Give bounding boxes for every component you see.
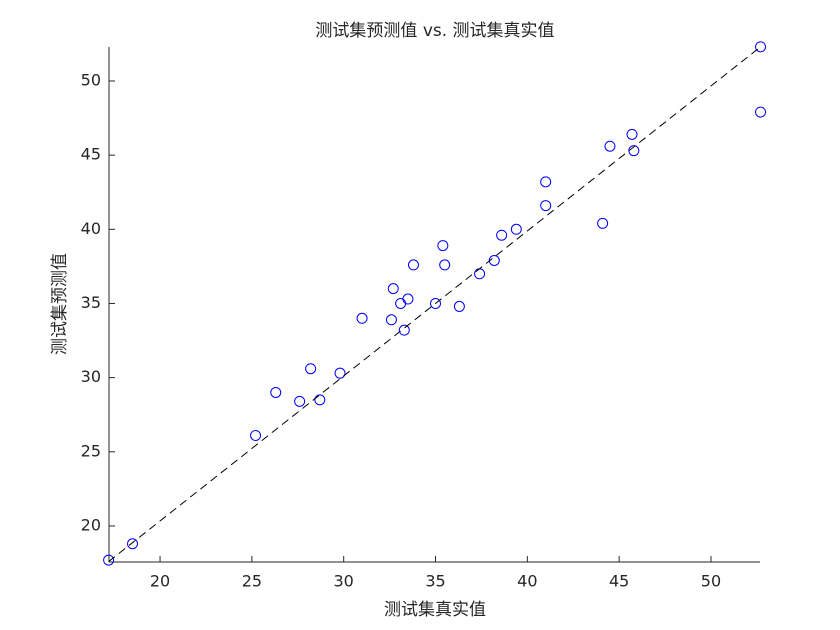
point bbox=[439, 259, 451, 271]
point bbox=[510, 223, 522, 235]
x-tick-label: 45 bbox=[609, 572, 629, 591]
point bbox=[270, 386, 282, 398]
point bbox=[755, 106, 767, 118]
point bbox=[305, 363, 317, 375]
point bbox=[628, 145, 640, 157]
x-tick-label: 50 bbox=[701, 572, 721, 591]
x-tick-label: 25 bbox=[242, 572, 262, 591]
chart-title: 测试集预测值 vs. 测试集真实值 bbox=[315, 21, 554, 41]
point bbox=[250, 429, 262, 441]
y-tick-label: 40 bbox=[81, 219, 101, 238]
point bbox=[604, 140, 616, 152]
x-tick-label: 30 bbox=[334, 572, 354, 591]
point bbox=[430, 297, 442, 309]
point bbox=[453, 300, 465, 312]
y-axis-label: 测试集预测值 bbox=[50, 253, 70, 355]
point bbox=[387, 283, 399, 295]
y-tick-label: 20 bbox=[81, 515, 101, 534]
y-tick-label: 50 bbox=[81, 70, 101, 89]
x-axis-label: 测试集真实值 bbox=[384, 600, 486, 620]
point bbox=[597, 217, 609, 229]
point bbox=[540, 176, 552, 188]
y-tick-label: 35 bbox=[81, 293, 101, 312]
point bbox=[402, 293, 414, 305]
point bbox=[437, 240, 449, 252]
point bbox=[334, 367, 346, 379]
point bbox=[294, 395, 306, 407]
point bbox=[755, 41, 767, 53]
point bbox=[385, 314, 397, 326]
point bbox=[496, 229, 508, 241]
point bbox=[398, 324, 410, 336]
point bbox=[626, 128, 638, 140]
x-tick-label: 40 bbox=[517, 572, 537, 591]
y-tick-label: 25 bbox=[81, 441, 101, 460]
point bbox=[314, 394, 326, 406]
y-tick-label: 30 bbox=[81, 367, 101, 386]
point bbox=[127, 538, 139, 550]
reference-line bbox=[108, 46, 761, 562]
point bbox=[540, 200, 552, 212]
y-tick-label: 45 bbox=[81, 145, 101, 164]
point bbox=[407, 259, 419, 271]
point bbox=[103, 554, 115, 566]
x-tick-label: 35 bbox=[425, 572, 445, 591]
point bbox=[356, 312, 368, 324]
x-tick-label: 20 bbox=[150, 572, 170, 591]
